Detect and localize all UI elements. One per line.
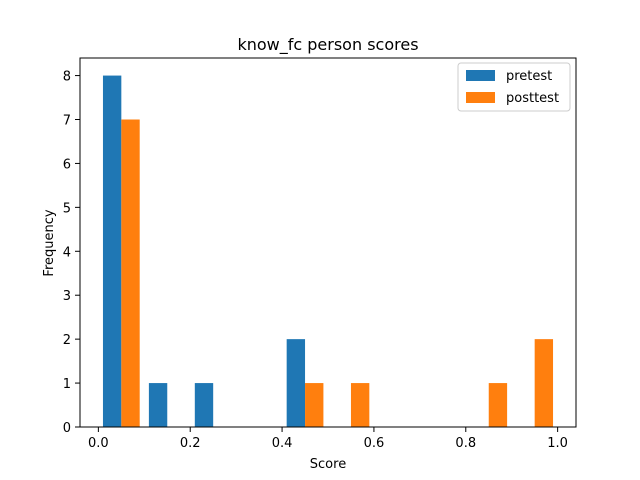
y-tick-label: 2 <box>63 333 71 348</box>
legend: pretest posttest <box>457 62 571 112</box>
x-tick-label: 0.6 <box>364 436 385 451</box>
bar-pretest-bin-4 <box>286 339 306 427</box>
x-tick-label: 1.0 <box>547 436 568 451</box>
y-tick-label: 1 <box>63 377 71 392</box>
bar-pretest-bin-2 <box>194 383 214 427</box>
y-tick-label: 7 <box>63 114 71 129</box>
x-tick-label: 0.8 <box>455 436 476 451</box>
y-tick-label: 3 <box>63 289 71 304</box>
bar-posttest-bin-8 <box>488 383 508 427</box>
bars-group <box>102 75 554 427</box>
bar-pretest-bin-1 <box>148 383 168 427</box>
y-tick-label: 0 <box>63 421 71 436</box>
bar-posttest-bin-4 <box>305 383 324 427</box>
legend-swatch-pretest <box>466 70 495 81</box>
chart-title: know_fc person scores <box>237 35 418 55</box>
bar-posttest-bin-9 <box>534 339 554 427</box>
bar-pretest-bin-0 <box>102 75 122 427</box>
legend-label-pretest: pretest <box>506 69 552 84</box>
plot-frame <box>79 57 577 428</box>
x-axis-label: Score <box>310 457 346 472</box>
y-tick-label: 5 <box>63 201 71 216</box>
x-tick-label: 0.4 <box>272 436 293 451</box>
y-axis-ticks: 0 1 2 3 4 5 6 7 8 <box>63 70 80 436</box>
x-tick-label: 0.2 <box>180 436 201 451</box>
legend-label-posttest: posttest <box>506 91 559 106</box>
bar-posttest-bin-0 <box>121 119 140 427</box>
y-tick-label: 4 <box>63 245 71 260</box>
x-axis-ticks: 0.0 0.2 0.4 0.6 0.8 1.0 <box>88 427 568 451</box>
y-tick-label: 6 <box>63 157 71 172</box>
y-axis-label: Frequency <box>42 209 57 276</box>
bar-posttest-bin-5 <box>350 383 370 427</box>
y-tick-label: 8 <box>63 70 71 85</box>
legend-swatch-posttest <box>466 92 495 103</box>
x-tick-label: 0.0 <box>88 436 109 451</box>
